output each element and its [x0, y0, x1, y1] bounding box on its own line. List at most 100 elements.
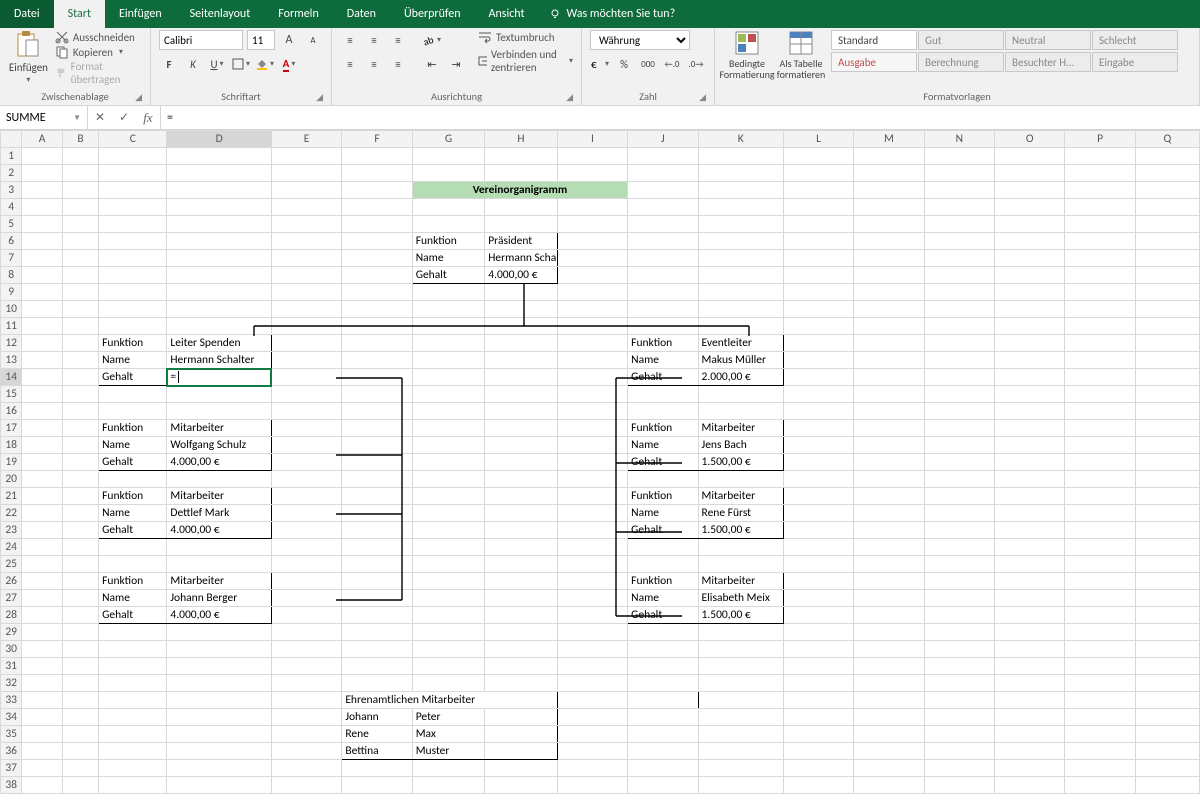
accounting-button[interactable]: € — [590, 54, 610, 74]
cell[interactable]: Name — [628, 590, 698, 607]
row-header-32[interactable]: 32 — [1, 675, 22, 692]
row-header-1[interactable]: 1 — [1, 148, 22, 165]
cell[interactable] — [557, 216, 627, 233]
cell[interactable] — [628, 539, 698, 556]
cell[interactable] — [342, 454, 412, 471]
cell[interactable] — [1065, 403, 1135, 420]
cell[interactable] — [167, 658, 272, 675]
cell[interactable] — [783, 352, 853, 369]
launcher-icon[interactable]: ◢ — [566, 92, 573, 103]
cell[interactable] — [62, 318, 98, 335]
row-header-10[interactable]: 10 — [1, 301, 22, 318]
cell[interactable] — [62, 743, 98, 760]
cell[interactable] — [557, 743, 627, 760]
cell[interactable] — [995, 318, 1065, 335]
cell[interactable] — [698, 556, 783, 573]
cell[interactable] — [167, 471, 272, 488]
cell[interactable] — [1135, 590, 1199, 607]
cell[interactable] — [783, 182, 853, 199]
cell[interactable] — [628, 182, 698, 199]
tab-layout[interactable]: Seitenlayout — [176, 0, 265, 28]
cell[interactable] — [99, 182, 167, 199]
cell[interactable] — [924, 301, 994, 318]
cell[interactable] — [924, 165, 994, 182]
cell[interactable]: Funktion — [99, 335, 167, 352]
cell[interactable] — [1065, 301, 1135, 318]
cell[interactable] — [342, 760, 412, 777]
cell[interactable] — [62, 165, 98, 182]
cell[interactable] — [99, 148, 167, 165]
cell[interactable] — [628, 199, 698, 216]
cell[interactable] — [783, 539, 853, 556]
cell[interactable] — [99, 386, 167, 403]
cell[interactable] — [628, 624, 698, 641]
cell[interactable] — [783, 658, 853, 675]
cell[interactable]: Ehrenamtlichen Mitarbeiter — [342, 692, 557, 709]
cell[interactable] — [271, 607, 341, 624]
cell[interactable] — [62, 607, 98, 624]
cell[interactable] — [783, 777, 853, 794]
cell[interactable] — [99, 624, 167, 641]
font-color-button[interactable]: A — [279, 54, 299, 74]
row-header-30[interactable]: 30 — [1, 641, 22, 658]
style-eingabe[interactable]: Eingabe — [1092, 52, 1178, 72]
cell[interactable]: Funktion — [99, 488, 167, 505]
cell[interactable] — [342, 522, 412, 539]
cell[interactable]: Dettlef Mark — [167, 505, 272, 522]
cell[interactable] — [342, 182, 412, 199]
col-header-K[interactable]: K — [698, 131, 783, 148]
cell[interactable] — [99, 301, 167, 318]
underline-button[interactable]: U — [207, 54, 227, 74]
row-header-31[interactable]: 31 — [1, 658, 22, 675]
row-header-5[interactable]: 5 — [1, 216, 22, 233]
cell[interactable] — [628, 692, 698, 709]
cell[interactable] — [854, 335, 924, 352]
row-header-27[interactable]: 27 — [1, 590, 22, 607]
tab-home[interactable]: Start — [54, 0, 105, 28]
row-header-8[interactable]: 8 — [1, 267, 22, 284]
cell[interactable]: 1.500,00 € — [698, 522, 783, 539]
cell[interactable]: 4.000,00 € — [167, 454, 272, 471]
cell[interactable] — [342, 386, 412, 403]
cell[interactable] — [62, 624, 98, 641]
cell[interactable] — [342, 624, 412, 641]
cell[interactable] — [99, 165, 167, 182]
cell[interactable] — [698, 743, 783, 760]
cell[interactable] — [995, 471, 1065, 488]
cell[interactable] — [22, 352, 63, 369]
cell[interactable] — [1065, 777, 1135, 794]
cell[interactable] — [342, 505, 412, 522]
cell[interactable] — [557, 352, 627, 369]
cell[interactable] — [22, 301, 63, 318]
cell[interactable] — [995, 284, 1065, 301]
cell[interactable] — [854, 284, 924, 301]
row-header-14[interactable]: 14 — [1, 369, 22, 386]
cell[interactable]: Name — [628, 437, 698, 454]
cell[interactable] — [485, 335, 558, 352]
fill-color-button[interactable] — [255, 54, 275, 74]
cell[interactable]: 4.000,00 € — [167, 607, 272, 624]
cell[interactable] — [783, 335, 853, 352]
cell[interactable]: Name — [99, 505, 167, 522]
row-header-37[interactable]: 37 — [1, 760, 22, 777]
cell[interactable] — [22, 726, 63, 743]
cell[interactable] — [22, 607, 63, 624]
row-header-35[interactable]: 35 — [1, 726, 22, 743]
cell[interactable] — [342, 267, 412, 284]
cell[interactable] — [698, 182, 783, 199]
col-header-F[interactable]: F — [342, 131, 412, 148]
cell[interactable] — [924, 199, 994, 216]
cell[interactable] — [271, 522, 341, 539]
col-header-I[interactable]: I — [557, 131, 627, 148]
fx-button[interactable]: fx — [136, 110, 160, 126]
cell[interactable] — [995, 301, 1065, 318]
style-schlecht[interactable]: Schlecht — [1092, 30, 1178, 50]
cell[interactable] — [783, 454, 853, 471]
cell[interactable] — [698, 386, 783, 403]
cell[interactable] — [1065, 624, 1135, 641]
cell[interactable]: 2.000,00 € — [698, 369, 783, 386]
cell[interactable]: Johann — [342, 709, 412, 726]
cell[interactable] — [783, 607, 853, 624]
cell[interactable]: Rene Fürst — [698, 505, 783, 522]
col-header-M[interactable]: M — [854, 131, 924, 148]
